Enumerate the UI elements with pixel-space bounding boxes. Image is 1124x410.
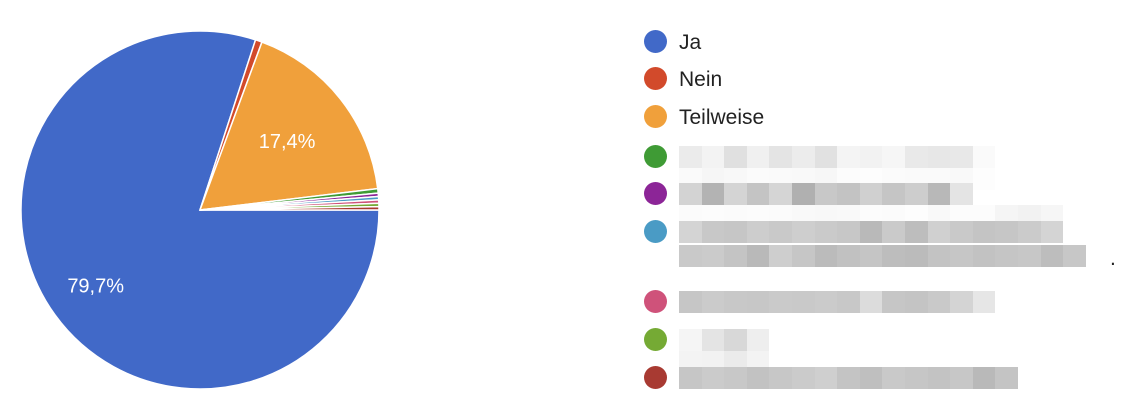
legend-label-teilweise: Teilweise bbox=[679, 106, 765, 129]
pixelated-text bbox=[679, 146, 996, 168]
legend-swatch-redacted-5 bbox=[644, 328, 667, 351]
legend-item-teilweise[interactable]: Teilweise bbox=[644, 105, 764, 131]
legend-item-redacted-3[interactable]: . bbox=[644, 220, 1116, 270]
pixelated-text bbox=[679, 221, 1086, 243]
legend-swatch-nein bbox=[644, 67, 667, 90]
redacted-trailing-period: . bbox=[1110, 247, 1116, 270]
legend-swatch-redacted-6 bbox=[644, 366, 667, 389]
legend-item-redacted-6[interactable] bbox=[644, 366, 1018, 389]
redacted-label-3 bbox=[679, 221, 1086, 267]
legend-item-redacted-4[interactable] bbox=[644, 290, 996, 313]
legend-swatch-redacted-4 bbox=[644, 290, 667, 313]
legend-swatch-redacted-2 bbox=[644, 182, 667, 205]
legend-label-nein: Nein bbox=[679, 68, 723, 91]
pixelated-text bbox=[679, 245, 1086, 267]
legend-swatch-ja bbox=[644, 30, 667, 53]
pie-slice-ja[interactable] bbox=[20, 30, 380, 390]
pie-slice-redacted-8[interactable] bbox=[199, 205, 380, 211]
pie-slice-teilweise[interactable] bbox=[198, 41, 379, 211]
pixelated-text bbox=[679, 367, 1018, 389]
pixelated-text bbox=[679, 183, 1063, 205]
pixelated-text bbox=[679, 329, 770, 351]
legend-item-nein[interactable]: Nein bbox=[644, 67, 722, 93]
redacted-label-4 bbox=[679, 291, 996, 313]
legend-swatch-redacted-1 bbox=[644, 145, 667, 168]
pixelated-text bbox=[679, 291, 996, 313]
legend-swatch-teilweise bbox=[644, 105, 667, 128]
redacted-label-6 bbox=[679, 367, 1018, 389]
slice-data-label: 79,7% bbox=[67, 276, 124, 298]
legend-item-ja[interactable]: Ja bbox=[644, 30, 701, 56]
slice-data-label: 17,4% bbox=[259, 131, 316, 153]
pie-chart: 79,7% 17,4% bbox=[20, 30, 380, 390]
legend-swatch-redacted-3 bbox=[644, 220, 667, 243]
legend-label-ja: Ja bbox=[679, 31, 702, 54]
